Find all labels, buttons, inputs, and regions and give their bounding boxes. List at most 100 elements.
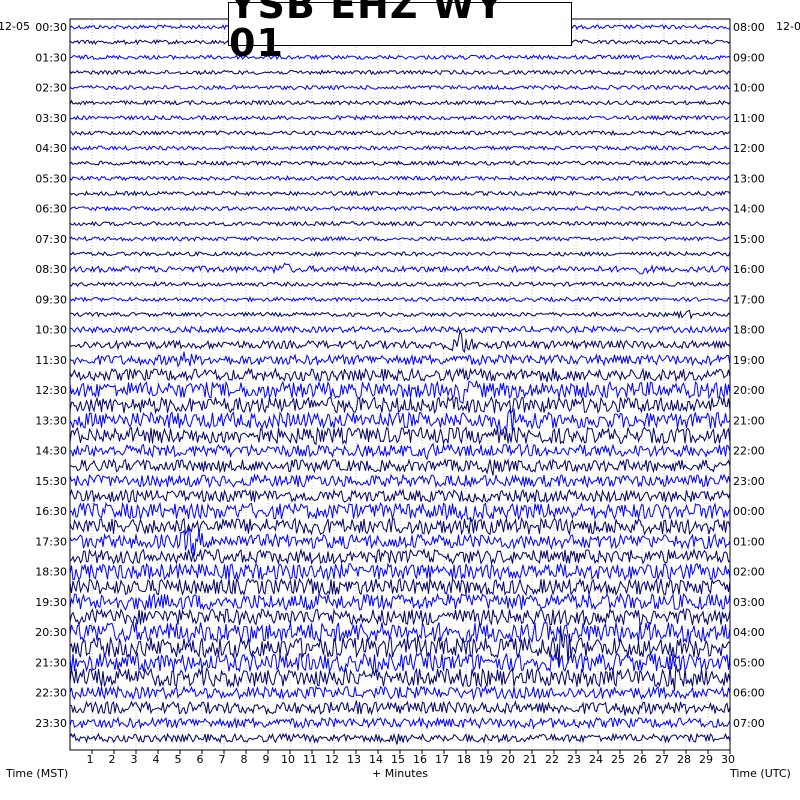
right-time-label: 08:00 [733,21,765,34]
right-time-label: 17:00 [733,293,765,306]
left-time-label: 20:30 [35,626,67,639]
trace-row [69,367,731,383]
trace-row [69,426,731,446]
trace-row [69,144,731,152]
trace-row [69,160,731,167]
trace-row [69,262,731,275]
trace-row [69,473,731,489]
right-time-label: 12:00 [733,142,765,155]
right-time-label: 09:00 [733,51,765,64]
left-time-label: 23:30 [35,717,67,730]
trace-row [69,527,731,556]
trace-row [69,547,731,566]
trace-row [69,309,731,320]
right-time-label: 18:00 [733,324,765,337]
left-time-label: 05:30 [35,172,67,185]
left-date-label: 12-05 [0,20,30,33]
left-time-label: 14:30 [35,445,67,458]
trace-row [69,716,731,730]
x-tick-label: 6 [197,753,204,766]
right-time-label: 03:00 [733,596,765,609]
trace-row [69,622,731,644]
right-time-label: 01:00 [733,535,765,548]
x-tick-label: 27 [655,753,669,766]
trace-row [69,516,731,536]
x-tick-label: 7 [219,753,226,766]
left-time-label: 06:30 [35,203,67,216]
trace-row [69,220,731,227]
trace-row [69,625,731,665]
x-tick-label: 17 [435,753,449,766]
chart-title: YSB EHZ WY 01 [229,0,505,65]
trace-row [69,501,731,523]
x-tick-label: 2 [109,753,116,766]
left-time-label: 02:30 [35,82,67,95]
trace-row [69,250,731,258]
x-tick-label: 22 [545,753,559,766]
trace-row [69,607,731,627]
x-tick-label: 18 [457,753,471,766]
right-time-label: 04:00 [733,626,765,639]
x-axis-label: + Minutes [372,767,428,780]
right-time-label: 20:00 [733,384,765,397]
trace-row [69,54,731,61]
trace-row [69,408,731,433]
trace-row [69,442,731,461]
trace-row [69,458,731,476]
x-axis-ticks: 1 2 3 4 5 6 7 8 9 10 11 12 13 14 15 16 17 18 19 20 21 22 23 24 2… [87,750,735,766]
left-time-label: 18:30 [35,566,67,579]
left-time-label: 03:30 [35,112,67,125]
left-time-label: 07:30 [35,233,67,246]
trace-row [69,296,731,303]
seismic-traces [69,24,731,745]
left-time-label: 19:30 [35,596,67,609]
left-time-label: 09:30 [35,293,67,306]
x-tick-label: 30 [721,753,735,766]
right-time-label: 10:00 [733,82,765,95]
trace-row [69,651,731,674]
chart-title-box: YSB EHZ WY 01 [228,0,572,62]
left-time-label: 08:30 [35,263,67,276]
right-time-label: 02:00 [733,566,765,579]
right-time-label: 00:00 [733,505,765,518]
right-time-label: 22:00 [733,445,765,458]
left-time-label: 01:30 [35,51,67,64]
left-time-label: 04:30 [35,142,67,155]
trace-row [69,732,731,745]
x-tick-label: 4 [153,753,160,766]
x-tick-label: 16 [413,753,427,766]
x-tick-label: 29 [699,753,713,766]
x-tick-label: 8 [241,753,248,766]
trace-row [69,577,731,597]
right-time-label: 19:00 [733,354,765,367]
x-tick-label: 9 [263,753,270,766]
x-tick-label: 10 [281,753,295,766]
right-time-label: 11:00 [733,112,765,125]
left-time-label: 15:30 [35,475,67,488]
x-tick-label: 5 [175,753,182,766]
trace-row [69,69,731,76]
left-time-label: 10:30 [35,324,67,337]
left-time-label: 13:30 [35,414,67,427]
left-time-label: 22:30 [35,687,67,700]
trace-row [69,190,731,197]
right-time-label: 15:00 [733,233,765,246]
trace-row [69,235,731,243]
right-time-label: 07:00 [733,717,765,730]
trace-row [69,380,731,404]
x-tick-label: 25 [611,753,625,766]
x-tick-label: 15 [391,753,405,766]
trace-row [69,488,731,504]
trace-row [69,592,731,612]
trace-row [69,351,731,368]
trace-row [69,84,731,91]
x-tick-label: 14 [369,753,383,766]
right-time-label: 14:00 [733,203,765,216]
x-tick-label: 23 [567,753,581,766]
x-tick-label: 1 [87,753,94,766]
right-time-label: 13:00 [733,172,765,185]
trace-row [69,114,731,121]
right-time-label: 23:00 [733,475,765,488]
trace-row [69,664,731,692]
trace-row [69,330,731,354]
